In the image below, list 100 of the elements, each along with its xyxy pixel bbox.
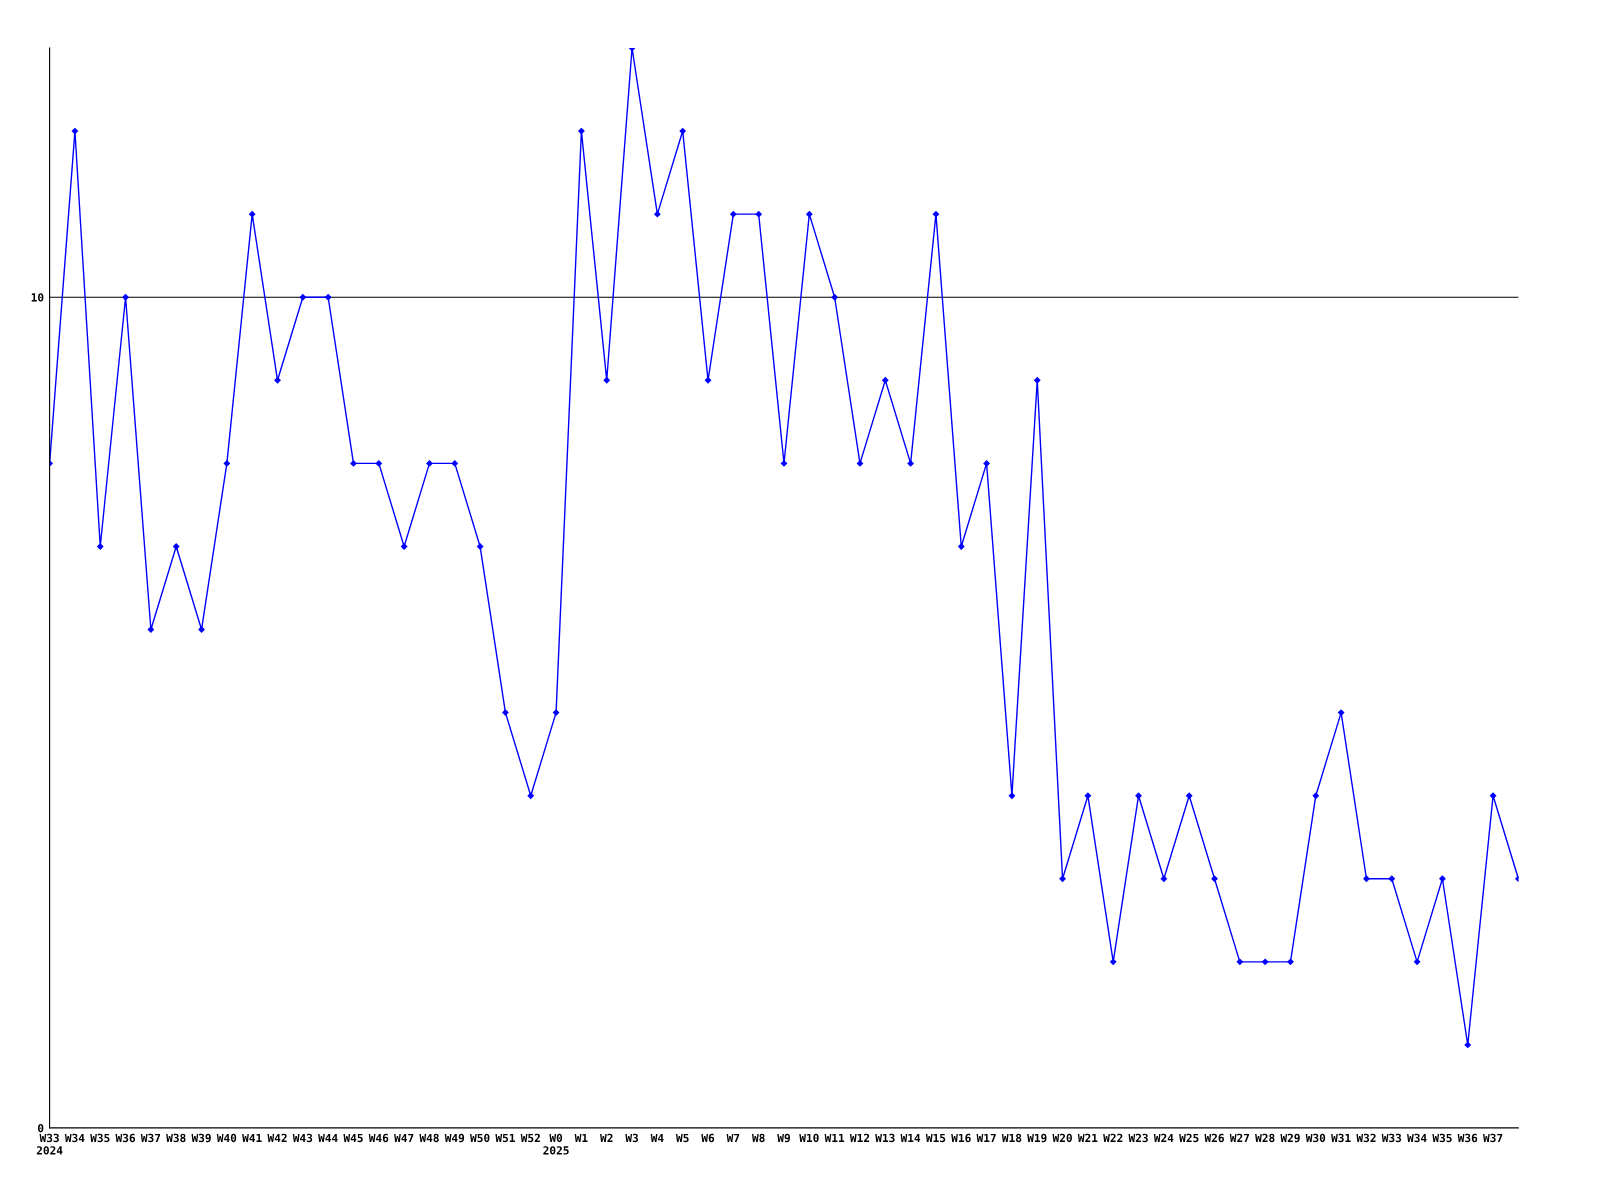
point [325, 294, 332, 301]
x-tick-label: W37 [140, 1133, 161, 1143]
y-tick-label: 10 [31, 293, 44, 302]
point [1236, 958, 1243, 965]
point [831, 294, 838, 301]
point [1262, 958, 1269, 965]
x-tick-label: W41 [242, 1133, 262, 1142]
x-tick-label: W39 [191, 1133, 211, 1143]
x-tick-label: W52 [520, 1133, 540, 1143]
y-tick-label: 0 [38, 1123, 44, 1133]
point [603, 377, 610, 384]
point [1211, 875, 1218, 882]
x-tick-label: W32 [1356, 1133, 1376, 1143]
x-tick-label: W19 [1027, 1133, 1047, 1143]
x-tick-label: W42 [267, 1133, 287, 1142]
point [198, 626, 205, 633]
x-tick-label: W47 [394, 1133, 414, 1142]
x-tick-label: W44 [318, 1133, 338, 1142]
x-tick-label: W22 [1103, 1133, 1123, 1142]
x-tick-label: W27 [1229, 1133, 1250, 1142]
x-tick-label: W34 [1407, 1133, 1427, 1143]
x-tick-label: W4 [650, 1133, 664, 1142]
point [882, 377, 889, 384]
x-tick-label: W48 [419, 1133, 439, 1143]
point [1464, 1041, 1471, 1049]
x-tick-label: W36 [115, 1133, 135, 1143]
point [654, 211, 661, 218]
x-tick-label: W30 [1305, 1133, 1326, 1143]
x-tick-label: W11 [824, 1133, 845, 1142]
x-tick-label: W25 [1179, 1133, 1199, 1143]
point [122, 294, 129, 301]
x-tick-label: W43 [292, 1133, 313, 1143]
x-tick-label: W17 [976, 1133, 996, 1142]
point [780, 460, 788, 467]
x-tick-label: W40 [216, 1133, 237, 1143]
point [932, 211, 940, 218]
point [1413, 958, 1421, 965]
x-tick-label: W50 [470, 1133, 490, 1143]
x-tick-label: W6 [701, 1133, 715, 1143]
point [274, 377, 281, 384]
x-tick-label: W31 [1331, 1133, 1351, 1143]
x-tick-label: W8 [751, 1133, 765, 1143]
x-tick-label: W38 [166, 1133, 186, 1143]
x-tick-label: W14 [900, 1133, 921, 1142]
x-tick-label: W12 [849, 1133, 870, 1142]
point [1388, 875, 1395, 882]
point [1312, 792, 1319, 799]
x-tick-label: W7 [726, 1133, 740, 1142]
point [1439, 875, 1446, 882]
point [1160, 875, 1168, 882]
x-tick-label: W16 [951, 1133, 971, 1143]
point [71, 127, 79, 135]
point [527, 792, 534, 799]
x-tick-label: W29 [1280, 1133, 1300, 1143]
point [249, 211, 256, 218]
point [299, 294, 306, 301]
point [907, 460, 914, 467]
x-tick-label: W34 [64, 1133, 85, 1143]
point [1008, 792, 1016, 799]
x-tick-label: W51 [495, 1133, 515, 1143]
point [1186, 792, 1193, 799]
point [806, 211, 813, 218]
point [958, 543, 965, 550]
x-tick-label: W18 [1001, 1133, 1022, 1143]
x-tick-label: W0 2025 [543, 1133, 569, 1155]
point [223, 460, 231, 467]
point [755, 211, 762, 218]
point [1337, 709, 1345, 716]
x-tick-label: W23 [1128, 1133, 1148, 1143]
point [502, 709, 509, 716]
x-tick-label: W49 [444, 1133, 465, 1143]
x-tick-label: W46 [368, 1133, 389, 1143]
x-tick-label: W28 [1255, 1133, 1275, 1143]
x-tick-label: W37 [1483, 1133, 1503, 1143]
point [426, 460, 433, 467]
point [1034, 377, 1041, 384]
point [704, 377, 712, 384]
point [1363, 875, 1370, 882]
point [1287, 958, 1294, 965]
x-tick-label: W20 [1052, 1133, 1072, 1143]
x-tick-label: W9 [777, 1133, 790, 1143]
point [97, 543, 104, 550]
point [679, 127, 686, 135]
x-tick-label: W2 [600, 1133, 613, 1142]
point [578, 127, 585, 135]
point [983, 460, 990, 467]
point [1110, 958, 1117, 965]
x-tick-label: W35 [1432, 1133, 1452, 1143]
point [451, 460, 458, 467]
point [350, 460, 357, 467]
x-tick-label: W35 [90, 1133, 110, 1143]
x-tick-label: W45 [343, 1133, 363, 1143]
x-tick-label: W24 [1153, 1133, 1174, 1142]
point [552, 709, 560, 716]
x-tick-label: W36 [1457, 1133, 1478, 1143]
x-tick-label: W5 [676, 1133, 689, 1143]
x-tick-label: W26 [1204, 1133, 1224, 1143]
x-tick-label: W13 [875, 1133, 895, 1143]
point [730, 211, 737, 218]
point [147, 626, 155, 633]
